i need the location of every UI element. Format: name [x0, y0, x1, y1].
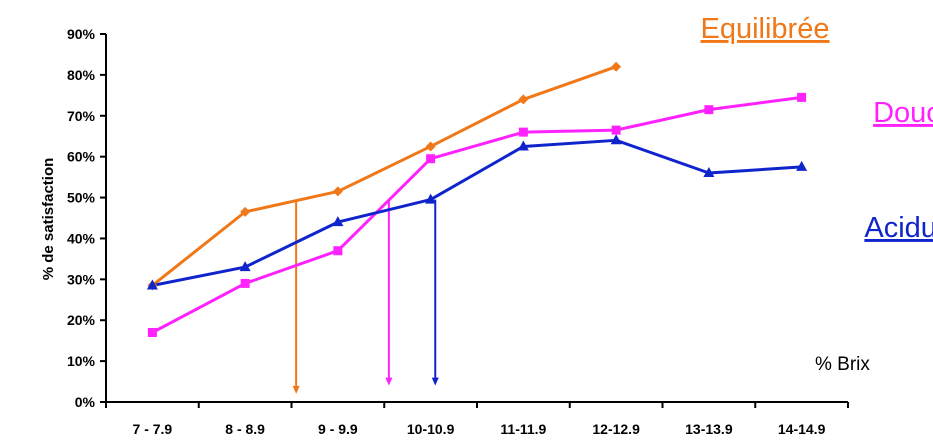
- legend-label: Douce: [873, 97, 933, 129]
- data-point: [332, 216, 344, 227]
- data-point: [610, 134, 622, 145]
- axis-ticks: 0% 10% 20% 30% 40% 50% 60% 70% 80% 90% 7 - 7.9 8 - …: [67, 26, 849, 437]
- x-tick-label: 13-13.9: [685, 421, 733, 437]
- x-tick-label: 10-10.9: [407, 421, 455, 437]
- axes: [105, 34, 848, 403]
- x-tick-label: 12-12.9: [592, 421, 640, 437]
- x-tick-label: 14-14.9: [778, 421, 826, 437]
- y-tick-label: 0%: [75, 394, 96, 410]
- y-tick-label: 80%: [67, 67, 96, 83]
- y-tick-label: 20%: [67, 312, 96, 328]
- x-tick-label: 8 - 8.9: [225, 421, 265, 437]
- series-line: [151, 65, 617, 287]
- data-point: [425, 193, 437, 204]
- legend-label: Acidulée: [864, 212, 933, 244]
- data-point: [147, 327, 157, 337]
- drop-arrow: [431, 199, 439, 386]
- data-point: [425, 141, 436, 152]
- data-point: [703, 167, 715, 178]
- data-point: [333, 246, 343, 256]
- legend: Equilibrée Douce Acidulée: [701, 13, 933, 244]
- data-point: [518, 127, 528, 137]
- data-point: [240, 206, 251, 217]
- data-point: [796, 160, 808, 171]
- data-point: [797, 92, 807, 102]
- data-point: [146, 279, 158, 290]
- series-markers: [146, 61, 808, 337]
- x-tick-label: 11-11.9: [500, 421, 546, 437]
- data-point: [704, 105, 714, 115]
- y-tick-label: 60%: [67, 149, 96, 165]
- series-line: [152, 138, 802, 287]
- series-lines: [151, 65, 802, 334]
- data-point: [518, 94, 529, 105]
- y-tick-label: 10%: [67, 353, 96, 369]
- data-point: [332, 186, 343, 197]
- series-line: [151, 95, 802, 334]
- data-point: [517, 140, 529, 151]
- drop-arrow: [292, 199, 300, 394]
- legend-label: Equilibrée: [701, 13, 830, 45]
- y-tick-label: 70%: [67, 108, 96, 124]
- y-tick-label: 90%: [67, 26, 96, 42]
- y-tick-label: 40%: [67, 230, 96, 246]
- data-point: [611, 125, 621, 135]
- x-tick-label: 7 - 7.9: [133, 421, 173, 437]
- x-tick-label: 9 - 9.9: [318, 421, 358, 437]
- y-axis-title: % de satisfaction: [40, 158, 57, 281]
- drop-arrow: [385, 199, 393, 386]
- data-point: [239, 261, 251, 272]
- y-tick-label: 30%: [67, 271, 96, 287]
- x-unit-label: % Brix: [815, 354, 870, 375]
- data-point: [611, 61, 622, 72]
- drop-arrows: [292, 199, 439, 394]
- data-point: [426, 154, 436, 164]
- data-point: [240, 278, 250, 288]
- y-tick-label: 50%: [67, 190, 96, 206]
